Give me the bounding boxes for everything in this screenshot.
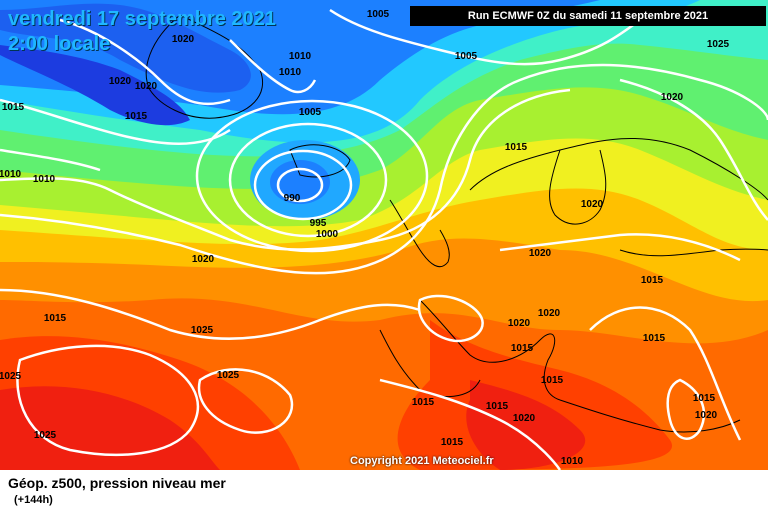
isobar-label: 1025 xyxy=(0,371,22,382)
isobar-label: 1005 xyxy=(367,9,390,20)
isobar-label: 1015 xyxy=(2,102,25,113)
isobar-label: 1025 xyxy=(191,325,214,336)
isobar-label: 1020 xyxy=(135,81,158,92)
isobars xyxy=(0,8,768,471)
isobar-label: 1020 xyxy=(192,254,215,265)
isobar-label: 1020 xyxy=(109,76,132,87)
isobar-label: 1025 xyxy=(34,430,57,441)
isobar-label: 1020 xyxy=(508,318,531,329)
isobar-label: 1020 xyxy=(529,248,552,259)
isobar-label: 1015 xyxy=(693,393,716,404)
product-label: Géop. z500, pression niveau mer xyxy=(8,475,226,491)
isobar-label: 995 xyxy=(310,218,327,229)
isobar-label: 1015 xyxy=(505,142,528,153)
forecast-date-title: vendredi 17 septembre 2021 xyxy=(8,8,276,30)
isobar-label: 1010 xyxy=(0,169,22,180)
isobar-label: 1015 xyxy=(441,437,464,448)
isobar-label: 1015 xyxy=(412,397,435,408)
isobar-label: 1020 xyxy=(172,34,195,45)
isobar-label: 1010 xyxy=(279,67,302,78)
isobar-label: 990 xyxy=(284,193,301,204)
isobar-label: 1010 xyxy=(289,51,312,62)
forecast-hour-label: (+144h) xyxy=(14,494,53,506)
isobar-label: 1025 xyxy=(217,370,240,381)
isobar-label: 1020 xyxy=(513,413,536,424)
isobar-label: 1025 xyxy=(707,39,730,50)
isobar-label: 1015 xyxy=(643,333,666,344)
isobar-label: 1020 xyxy=(695,410,718,421)
isobar-label: 1020 xyxy=(538,308,561,319)
isobar-label: 1010 xyxy=(561,456,584,467)
forecast-time-title: 2:00 locale xyxy=(8,33,111,55)
isobar-label: 1000 xyxy=(316,229,339,240)
isobar-label: 1015 xyxy=(541,375,564,386)
copyright-text: Copyright 2021 Meteociel.fr xyxy=(350,455,494,467)
bottom-bar xyxy=(0,470,768,512)
isobar-label: 1005 xyxy=(299,107,322,118)
isobar-label: 1015 xyxy=(486,401,509,412)
isobar-label: 1005 xyxy=(455,51,478,62)
isobar-label: 1020 xyxy=(661,92,684,103)
isobar-label: 1020 xyxy=(581,199,604,210)
isobar-label: 1015 xyxy=(125,111,148,122)
isobar-label: 1010 xyxy=(33,174,56,185)
model-run-label: Run ECMWF 0Z du samedi 11 septembre 2021 xyxy=(410,6,766,26)
isobar-label: 1015 xyxy=(641,275,664,286)
isobar-label: 1015 xyxy=(44,313,67,324)
isobar-label: 1015 xyxy=(511,343,534,354)
